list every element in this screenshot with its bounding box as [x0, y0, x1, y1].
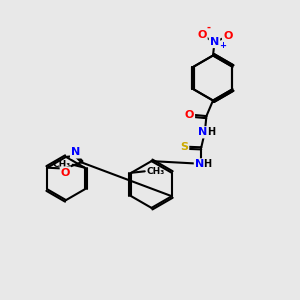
Text: H: H [203, 159, 212, 169]
Text: O: O [197, 30, 207, 40]
Text: CH₃: CH₃ [146, 167, 164, 176]
Text: CH₃: CH₃ [53, 160, 71, 169]
Text: +: + [219, 40, 226, 50]
Text: H: H [207, 127, 215, 137]
Text: O: O [61, 167, 70, 178]
Text: S: S [180, 142, 188, 152]
Text: -: - [206, 23, 211, 33]
Text: N: N [195, 159, 204, 170]
Text: N: N [71, 147, 80, 158]
Text: O: O [223, 31, 232, 41]
Text: N: N [199, 127, 208, 137]
Text: N: N [210, 37, 219, 47]
Text: O: O [184, 110, 194, 120]
